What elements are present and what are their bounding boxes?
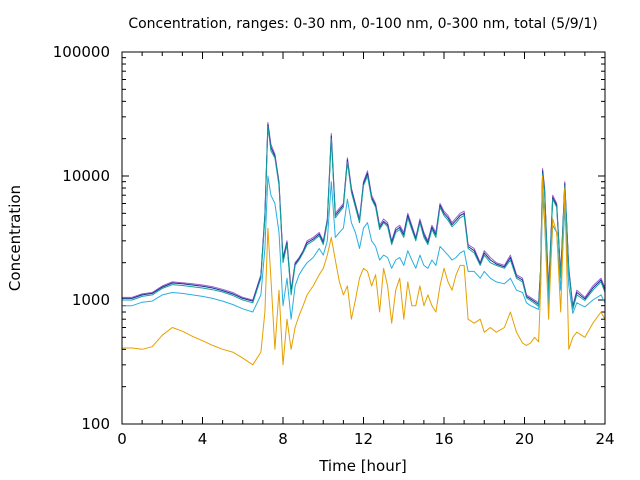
y-tick-label: 1000 <box>72 291 110 309</box>
series-line-5 <box>122 175 606 366</box>
tick-labels: 0 4 8 12 16 20 24 100 1000 10000 100000 <box>53 43 615 448</box>
x-tick-label: 12 <box>354 430 373 448</box>
y-tick-label: 100000 <box>53 43 110 61</box>
x-axis-label: Time [hour] <box>318 457 407 475</box>
x-tick-label: 0 <box>117 430 127 448</box>
x-tick-label: 4 <box>198 430 208 448</box>
x-tick-label: 20 <box>515 430 534 448</box>
y-tick-label: 10000 <box>62 167 110 185</box>
series-line-2 <box>122 124 606 308</box>
chart-title: Concentration, ranges: 0-30 nm, 0-100 nm… <box>128 16 597 32</box>
y-axis-label: Concentration <box>6 185 24 291</box>
series-line-4 <box>122 175 606 320</box>
series-layer <box>122 122 606 366</box>
y-tick-label: 100 <box>81 415 110 433</box>
axis-ticks <box>121 51 606 425</box>
series-line-3 <box>122 126 606 310</box>
plot-frame <box>121 51 606 425</box>
x-tick-label: 16 <box>434 430 453 448</box>
x-tick-label: 24 <box>595 430 614 448</box>
series-line-1 <box>122 122 606 307</box>
x-tick-label: 8 <box>278 430 288 448</box>
